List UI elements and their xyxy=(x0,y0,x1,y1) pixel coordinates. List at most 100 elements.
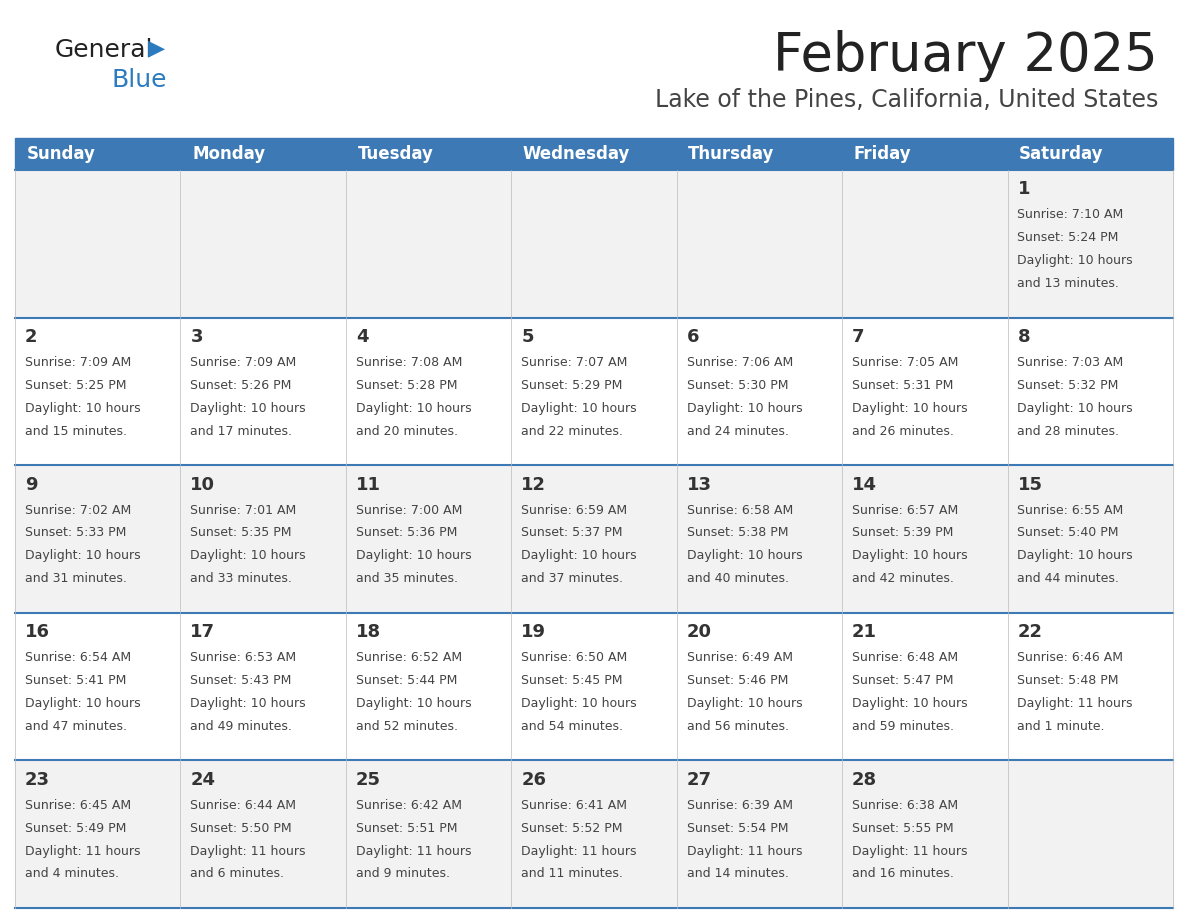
Text: Sunrise: 6:45 AM: Sunrise: 6:45 AM xyxy=(25,799,131,812)
Text: Sunset: 5:35 PM: Sunset: 5:35 PM xyxy=(190,526,292,540)
Text: Sunset: 5:52 PM: Sunset: 5:52 PM xyxy=(522,822,623,834)
Text: Sunset: 5:54 PM: Sunset: 5:54 PM xyxy=(687,822,788,834)
Text: Sunrise: 7:01 AM: Sunrise: 7:01 AM xyxy=(190,504,297,517)
Text: Daylight: 11 hours: Daylight: 11 hours xyxy=(522,845,637,857)
Bar xyxy=(511,170,677,318)
Bar xyxy=(677,465,842,613)
Text: Sunrise: 7:02 AM: Sunrise: 7:02 AM xyxy=(25,504,131,517)
Text: Daylight: 10 hours: Daylight: 10 hours xyxy=(190,549,307,563)
Text: Thursday: Thursday xyxy=(688,145,775,163)
Text: Sunset: 5:36 PM: Sunset: 5:36 PM xyxy=(355,526,457,540)
Text: Sunset: 5:49 PM: Sunset: 5:49 PM xyxy=(25,822,126,834)
Text: 17: 17 xyxy=(190,623,215,641)
Text: Sunrise: 6:50 AM: Sunrise: 6:50 AM xyxy=(522,651,627,665)
Text: Sunrise: 7:00 AM: Sunrise: 7:00 AM xyxy=(355,504,462,517)
Text: and 33 minutes.: and 33 minutes. xyxy=(190,572,292,585)
Bar xyxy=(15,760,181,908)
Text: Daylight: 10 hours: Daylight: 10 hours xyxy=(355,549,472,563)
Bar xyxy=(346,613,511,760)
Text: Daylight: 11 hours: Daylight: 11 hours xyxy=(852,845,967,857)
Text: Sunset: 5:28 PM: Sunset: 5:28 PM xyxy=(355,379,457,392)
Text: Sunrise: 7:10 AM: Sunrise: 7:10 AM xyxy=(1017,208,1124,221)
Text: Daylight: 10 hours: Daylight: 10 hours xyxy=(1017,254,1133,267)
Text: Sunrise: 6:55 AM: Sunrise: 6:55 AM xyxy=(1017,504,1124,517)
Text: 20: 20 xyxy=(687,623,712,641)
Text: Sunset: 5:46 PM: Sunset: 5:46 PM xyxy=(687,674,788,687)
Bar xyxy=(511,318,677,465)
Text: ▶: ▶ xyxy=(148,38,165,58)
Bar xyxy=(677,318,842,465)
Text: Sunrise: 6:52 AM: Sunrise: 6:52 AM xyxy=(355,651,462,665)
Bar xyxy=(346,465,511,613)
Text: 16: 16 xyxy=(25,623,50,641)
Text: Sunrise: 6:57 AM: Sunrise: 6:57 AM xyxy=(852,504,959,517)
Bar xyxy=(511,465,677,613)
Bar xyxy=(842,760,1007,908)
Bar xyxy=(181,138,346,170)
Text: Daylight: 10 hours: Daylight: 10 hours xyxy=(190,697,307,710)
Text: February 2025: February 2025 xyxy=(773,30,1158,82)
Bar xyxy=(842,170,1007,318)
Bar xyxy=(15,318,181,465)
Text: Daylight: 10 hours: Daylight: 10 hours xyxy=(687,697,802,710)
Text: and 15 minutes.: and 15 minutes. xyxy=(25,425,127,438)
Text: and 47 minutes.: and 47 minutes. xyxy=(25,720,127,733)
Text: Sunrise: 7:03 AM: Sunrise: 7:03 AM xyxy=(1017,356,1124,369)
Text: 4: 4 xyxy=(355,328,368,346)
Text: 26: 26 xyxy=(522,771,546,789)
Bar xyxy=(511,613,677,760)
Text: 18: 18 xyxy=(355,623,381,641)
Text: Sunrise: 6:39 AM: Sunrise: 6:39 AM xyxy=(687,799,792,812)
Text: Sunday: Sunday xyxy=(26,145,95,163)
Text: Daylight: 11 hours: Daylight: 11 hours xyxy=(190,845,305,857)
Text: Lake of the Pines, California, United States: Lake of the Pines, California, United St… xyxy=(655,88,1158,112)
Text: Daylight: 10 hours: Daylight: 10 hours xyxy=(522,402,637,415)
Bar xyxy=(677,138,842,170)
Text: Friday: Friday xyxy=(854,145,911,163)
Text: Sunset: 5:41 PM: Sunset: 5:41 PM xyxy=(25,674,126,687)
Text: Daylight: 10 hours: Daylight: 10 hours xyxy=(687,549,802,563)
Text: and 22 minutes.: and 22 minutes. xyxy=(522,425,623,438)
Text: and 37 minutes.: and 37 minutes. xyxy=(522,572,624,585)
Text: and 1 minute.: and 1 minute. xyxy=(1017,720,1105,733)
Text: Sunset: 5:26 PM: Sunset: 5:26 PM xyxy=(190,379,292,392)
Text: 5: 5 xyxy=(522,328,533,346)
Text: Sunset: 5:47 PM: Sunset: 5:47 PM xyxy=(852,674,954,687)
Text: and 56 minutes.: and 56 minutes. xyxy=(687,720,789,733)
Text: Sunrise: 7:07 AM: Sunrise: 7:07 AM xyxy=(522,356,627,369)
Text: Sunset: 5:48 PM: Sunset: 5:48 PM xyxy=(1017,674,1119,687)
Text: Sunset: 5:39 PM: Sunset: 5:39 PM xyxy=(852,526,954,540)
Text: Daylight: 11 hours: Daylight: 11 hours xyxy=(355,845,472,857)
Text: 22: 22 xyxy=(1017,623,1043,641)
Text: Sunrise: 7:06 AM: Sunrise: 7:06 AM xyxy=(687,356,792,369)
Text: and 14 minutes.: and 14 minutes. xyxy=(687,868,789,880)
Text: 11: 11 xyxy=(355,476,381,494)
Bar xyxy=(842,318,1007,465)
Bar xyxy=(1007,613,1173,760)
Text: and 35 minutes.: and 35 minutes. xyxy=(355,572,457,585)
Text: 2: 2 xyxy=(25,328,38,346)
Bar xyxy=(15,465,181,613)
Text: 25: 25 xyxy=(355,771,381,789)
Text: Sunrise: 6:48 AM: Sunrise: 6:48 AM xyxy=(852,651,959,665)
Text: Sunset: 5:31 PM: Sunset: 5:31 PM xyxy=(852,379,954,392)
Text: 14: 14 xyxy=(852,476,877,494)
Text: Daylight: 10 hours: Daylight: 10 hours xyxy=(522,697,637,710)
Text: and 54 minutes.: and 54 minutes. xyxy=(522,720,624,733)
Text: 28: 28 xyxy=(852,771,877,789)
Text: and 49 minutes.: and 49 minutes. xyxy=(190,720,292,733)
Text: 19: 19 xyxy=(522,623,546,641)
Text: and 28 minutes.: and 28 minutes. xyxy=(1017,425,1119,438)
Text: Daylight: 10 hours: Daylight: 10 hours xyxy=(522,549,637,563)
Text: and 44 minutes.: and 44 minutes. xyxy=(1017,572,1119,585)
Text: Sunrise: 6:42 AM: Sunrise: 6:42 AM xyxy=(355,799,462,812)
Text: Sunset: 5:32 PM: Sunset: 5:32 PM xyxy=(1017,379,1119,392)
Text: Daylight: 10 hours: Daylight: 10 hours xyxy=(25,549,140,563)
Text: 7: 7 xyxy=(852,328,865,346)
Bar xyxy=(181,760,346,908)
Text: Daylight: 10 hours: Daylight: 10 hours xyxy=(1017,549,1133,563)
Text: Sunrise: 7:08 AM: Sunrise: 7:08 AM xyxy=(355,356,462,369)
Text: Sunrise: 6:46 AM: Sunrise: 6:46 AM xyxy=(1017,651,1124,665)
Text: Daylight: 10 hours: Daylight: 10 hours xyxy=(25,402,140,415)
Bar xyxy=(842,465,1007,613)
